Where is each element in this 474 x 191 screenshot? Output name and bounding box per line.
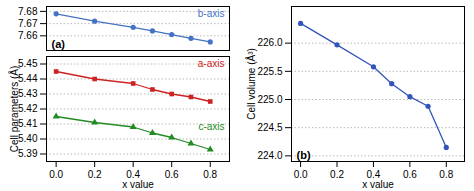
svg-text:0.8: 0.8 [439, 169, 453, 180]
svg-text:Cell volume (Å³): Cell volume (Å³) [245, 48, 257, 120]
svg-text:0.4: 0.4 [366, 168, 381, 180]
svg-text:0.0: 0.0 [294, 169, 308, 180]
svg-text:5.44: 5.44 [18, 73, 38, 84]
svg-text:5.40: 5.40 [18, 133, 38, 144]
svg-text:5.41: 5.41 [18, 118, 38, 129]
svg-text:225.5: 225.5 [257, 66, 282, 77]
svg-text:0.0: 0.0 [49, 169, 63, 180]
svg-text:0.6: 0.6 [165, 169, 179, 180]
svg-text:5.43: 5.43 [18, 88, 38, 99]
svg-text:x value: x value [362, 179, 394, 190]
svg-text:225.0: 225.0 [257, 94, 282, 105]
svg-text:a-axis: a-axis [198, 58, 225, 69]
svg-text:226.0: 226.0 [257, 37, 282, 48]
svg-text:0.8: 0.8 [203, 169, 217, 180]
svg-text:(b): (b) [297, 149, 311, 161]
svg-text:0.2: 0.2 [88, 169, 102, 180]
svg-text:5.45: 5.45 [18, 58, 38, 69]
svg-text:7.66: 7.66 [18, 30, 38, 41]
svg-text:7.67: 7.67 [18, 18, 38, 29]
svg-text:224.0: 224.0 [257, 150, 282, 161]
svg-text:c-axis: c-axis [198, 121, 224, 132]
svg-text:Cell parameters (Å): Cell parameters (Å) [8, 66, 20, 153]
svg-text:7.68: 7.68 [18, 6, 38, 17]
svg-text:224.5: 224.5 [257, 122, 282, 133]
svg-text:b-axis: b-axis [198, 8, 225, 19]
svg-text:5.39: 5.39 [18, 148, 38, 159]
svg-text:0.4: 0.4 [126, 168, 141, 180]
svg-text:(a): (a) [52, 38, 66, 50]
svg-text:5.42: 5.42 [18, 103, 38, 114]
svg-text:x value: x value [122, 179, 154, 190]
svg-text:0.2: 0.2 [330, 169, 344, 180]
svg-text:0.6: 0.6 [403, 169, 417, 180]
